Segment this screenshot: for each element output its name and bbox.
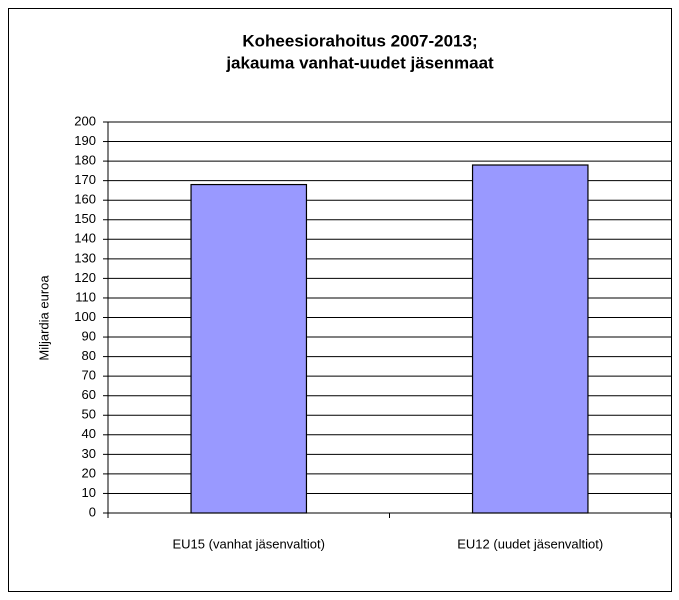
y-tick-label: 120 [74,270,96,285]
y-tick-label: 110 [75,289,96,304]
y-tick-label: 170 [74,172,96,187]
x-tick-label: EU12 (uudet jäsenvaltiot) [457,536,603,551]
y-tick-label: 70 [82,368,96,383]
y-tick-label: 20 [82,465,96,480]
chart-title: jakauma vanhat-uudet jäsenmaat [225,53,494,72]
chart-title: Koheesiorahoitus 2007-2013; [242,31,477,50]
y-tick-label: 90 [82,328,96,343]
y-tick-label: 180 [74,153,96,168]
y-tick-label: 150 [74,211,96,226]
y-tick-label: 10 [82,485,96,500]
y-tick-label: 130 [74,250,96,265]
y-tick-label: 140 [74,231,96,246]
x-tick-label: EU15 (vanhat jäsenvaltiot) [173,536,325,551]
y-tick-label: 50 [82,407,96,422]
y-tick-label: 60 [82,387,96,402]
y-tick-label: 160 [74,192,96,207]
y-tick-label: 40 [82,426,96,441]
y-tick-label: 0 [89,504,96,519]
bar [471,164,589,514]
y-tick-label: 100 [74,309,96,324]
bar [190,183,308,514]
y-tick-label: 190 [74,133,96,148]
y-tick-label: 200 [74,113,96,128]
y-axis-label: Miljardia euroa [36,275,51,361]
y-tick-label: 30 [82,446,96,461]
y-tick-label: 80 [82,348,96,363]
